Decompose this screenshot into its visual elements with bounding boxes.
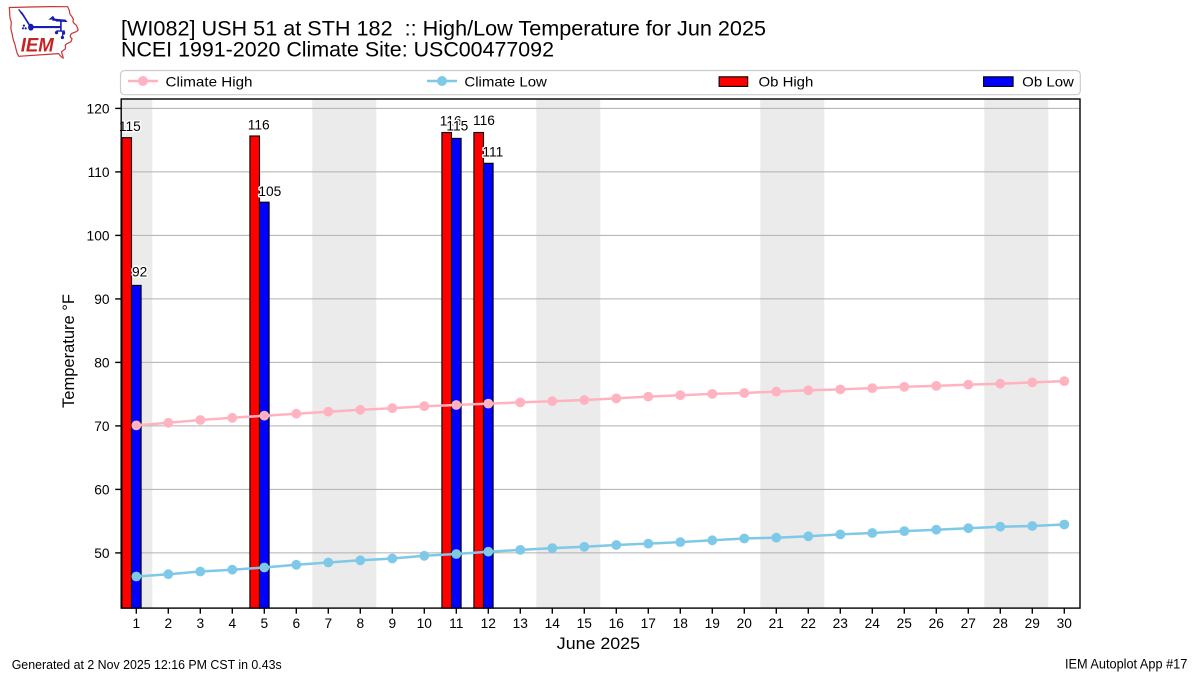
svg-text:13: 13: [513, 616, 529, 631]
svg-text:70: 70: [94, 419, 110, 434]
svg-text:116: 116: [473, 113, 495, 128]
svg-text:4: 4: [228, 616, 236, 631]
svg-text:120: 120: [87, 102, 110, 117]
svg-text:June 2025: June 2025: [557, 634, 640, 653]
svg-text:5: 5: [260, 616, 268, 631]
svg-text:Generated at 2 Nov 2025 12:16: Generated at 2 Nov 2025 12:16 PM CST in …: [12, 658, 282, 672]
svg-text:7: 7: [324, 616, 332, 631]
svg-text:20: 20: [737, 616, 753, 631]
svg-text:3: 3: [196, 616, 204, 631]
svg-text:115: 115: [446, 119, 468, 134]
svg-text:90: 90: [94, 292, 110, 307]
svg-text:116: 116: [248, 118, 270, 133]
svg-text:NCEI 1991-2020 Climate Site: U: NCEI 1991-2020 Climate Site: USC00477092: [121, 39, 554, 62]
svg-text:50: 50: [94, 546, 110, 561]
svg-text:115: 115: [119, 119, 141, 134]
svg-text:19: 19: [705, 616, 720, 631]
svg-text:9: 9: [388, 616, 396, 631]
svg-text:110: 110: [88, 165, 110, 180]
svg-text:27: 27: [961, 616, 976, 631]
svg-text:60: 60: [94, 483, 110, 498]
svg-text:24: 24: [865, 616, 881, 631]
svg-text:IEM: IEM: [21, 35, 55, 56]
svg-text:23: 23: [833, 616, 849, 631]
svg-text:16: 16: [609, 616, 625, 631]
svg-text:2: 2: [164, 616, 172, 631]
svg-text:100: 100: [87, 229, 110, 244]
svg-text:Ob High: Ob High: [759, 74, 814, 90]
svg-text:92: 92: [132, 264, 147, 279]
svg-text:11: 11: [449, 616, 463, 631]
svg-text:6: 6: [292, 616, 300, 631]
svg-text:29: 29: [1025, 616, 1040, 631]
svg-text:21: 21: [769, 616, 784, 631]
svg-text:111: 111: [482, 145, 503, 160]
svg-text:10: 10: [417, 616, 433, 631]
svg-text:Climate Low: Climate Low: [464, 74, 547, 90]
svg-text:12: 12: [481, 616, 496, 631]
svg-text:Ob Low: Ob Low: [1022, 74, 1075, 90]
svg-text:[WI082] USH 51 at STH 182 ::: [WI082] USH 51 at STH 182 :: High/Low Te…: [121, 18, 766, 41]
svg-text:8: 8: [356, 616, 364, 631]
svg-text:IEM Autoplot App #17: IEM Autoplot App #17: [1065, 657, 1187, 672]
svg-text:25: 25: [897, 616, 913, 631]
svg-text:14: 14: [545, 616, 561, 631]
svg-text:15: 15: [577, 616, 593, 631]
svg-text:Temperature °F: Temperature °F: [59, 294, 78, 408]
svg-text:28: 28: [993, 616, 1009, 631]
svg-text:17: 17: [641, 616, 656, 631]
svg-text:30: 30: [1057, 616, 1073, 631]
svg-text:22: 22: [801, 616, 816, 631]
svg-text:80: 80: [94, 356, 110, 371]
svg-text:26: 26: [929, 616, 945, 631]
svg-text:105: 105: [258, 184, 281, 199]
svg-text:1: 1: [132, 616, 140, 631]
svg-text:Climate High: Climate High: [166, 74, 253, 90]
svg-text:18: 18: [673, 616, 689, 631]
